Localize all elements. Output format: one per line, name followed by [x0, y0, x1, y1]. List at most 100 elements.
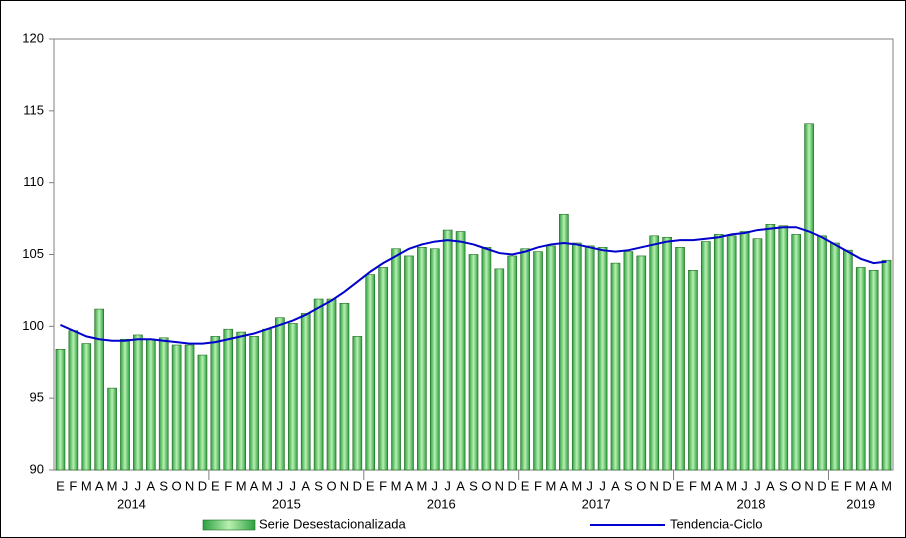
bar	[404, 255, 414, 471]
bar	[94, 308, 104, 471]
x-tick-label: O	[481, 478, 491, 493]
year-label: 2014	[117, 496, 146, 511]
x-tick-label: A	[301, 478, 310, 493]
x-tick-label: M	[546, 478, 557, 493]
year-label: 2019	[846, 496, 875, 511]
trend-line	[60, 226, 887, 345]
bar	[417, 247, 427, 471]
x-tick-label: M	[391, 478, 402, 493]
x-tick-label: N	[340, 478, 349, 493]
y-tick-label: 105	[22, 246, 44, 261]
bar	[300, 313, 311, 471]
bar	[533, 251, 543, 471]
x-tick-label: F	[689, 478, 697, 493]
x-tick-label: M	[107, 478, 118, 493]
bar	[675, 247, 685, 471]
x-tick-label: O	[172, 478, 182, 493]
x-tick-label: J	[277, 478, 284, 493]
x-tick-label: S	[779, 478, 788, 493]
bar	[778, 225, 789, 471]
x-tick-label: A	[405, 478, 414, 493]
x-tick-label: O	[791, 478, 801, 493]
bar	[133, 334, 143, 471]
bar	[326, 298, 337, 471]
bar	[739, 231, 750, 471]
bar	[55, 349, 66, 471]
x-tick-label: N	[804, 478, 813, 493]
bar	[804, 123, 814, 471]
bar	[210, 336, 221, 471]
year-label: 2015	[272, 496, 301, 511]
y-tick-label: 115	[23, 102, 44, 117]
x-tick-label: A	[560, 478, 569, 493]
bar	[468, 254, 479, 471]
bar	[184, 344, 195, 471]
x-tick-label: D	[198, 478, 207, 493]
bar	[584, 245, 595, 471]
x-tick-label: A	[456, 478, 465, 493]
bar	[158, 337, 169, 471]
legend-label: Serie Desestacionalizada	[259, 516, 406, 531]
bar	[365, 274, 376, 471]
x-tick-label: E	[676, 478, 685, 493]
year-label: 2018	[737, 496, 766, 511]
bar	[662, 236, 672, 471]
bar	[429, 248, 440, 471]
x-tick-label: E	[521, 478, 530, 493]
x-tick-label: E	[831, 478, 840, 493]
legend-swatch	[202, 519, 256, 531]
y-tick-label: 100	[22, 318, 44, 333]
bar	[610, 262, 621, 471]
bar	[546, 245, 556, 471]
bar	[623, 251, 634, 471]
x-tick-label: F	[69, 478, 77, 493]
x-tick-label: E	[211, 478, 220, 493]
year-label: 2017	[582, 496, 611, 511]
year-label: 2016	[427, 496, 456, 511]
x-tick-label: M	[81, 478, 92, 493]
bar	[145, 338, 156, 471]
bar	[507, 255, 518, 471]
x-tick-label: S	[624, 478, 633, 493]
bar	[817, 235, 827, 471]
legend-label: Tendencia-Ciclo	[670, 516, 763, 531]
x-tick-label: N	[495, 478, 504, 493]
x-tick-label: J	[444, 478, 451, 493]
x-tick-label: F	[379, 478, 387, 493]
bar	[830, 242, 840, 471]
bar	[520, 248, 530, 471]
x-tick-label: S	[314, 478, 323, 493]
x-tick-label: J	[135, 478, 142, 493]
bar	[275, 317, 285, 471]
x-tick-label: O	[326, 478, 336, 493]
bar	[559, 213, 569, 471]
bar	[649, 235, 660, 471]
y-tick-label: 120	[22, 30, 44, 45]
x-tick-label: N	[185, 478, 194, 493]
x-tick-label: S	[469, 478, 478, 493]
x-tick-label: M	[236, 478, 247, 493]
bar	[481, 247, 492, 471]
x-tick-label: M	[262, 478, 273, 493]
x-tick-label: M	[855, 478, 866, 493]
bar	[494, 268, 505, 471]
x-tick-label: J	[290, 478, 297, 493]
bar	[339, 303, 350, 471]
bar	[107, 387, 117, 471]
bar	[791, 234, 802, 471]
bar	[197, 354, 208, 471]
bar	[855, 267, 866, 471]
bar	[442, 229, 453, 471]
x-tick-label: D	[353, 478, 362, 493]
bar	[843, 249, 853, 471]
x-tick-label: M	[726, 478, 737, 493]
x-tick-label: A	[869, 478, 878, 493]
bar	[262, 328, 272, 471]
x-tick-label: O	[636, 478, 646, 493]
y-tick-label: 110	[23, 174, 44, 189]
x-tick-label: M	[700, 478, 711, 493]
x-tick-label: D	[508, 478, 517, 493]
x-tick-label: E	[56, 478, 65, 493]
bar	[701, 241, 711, 471]
